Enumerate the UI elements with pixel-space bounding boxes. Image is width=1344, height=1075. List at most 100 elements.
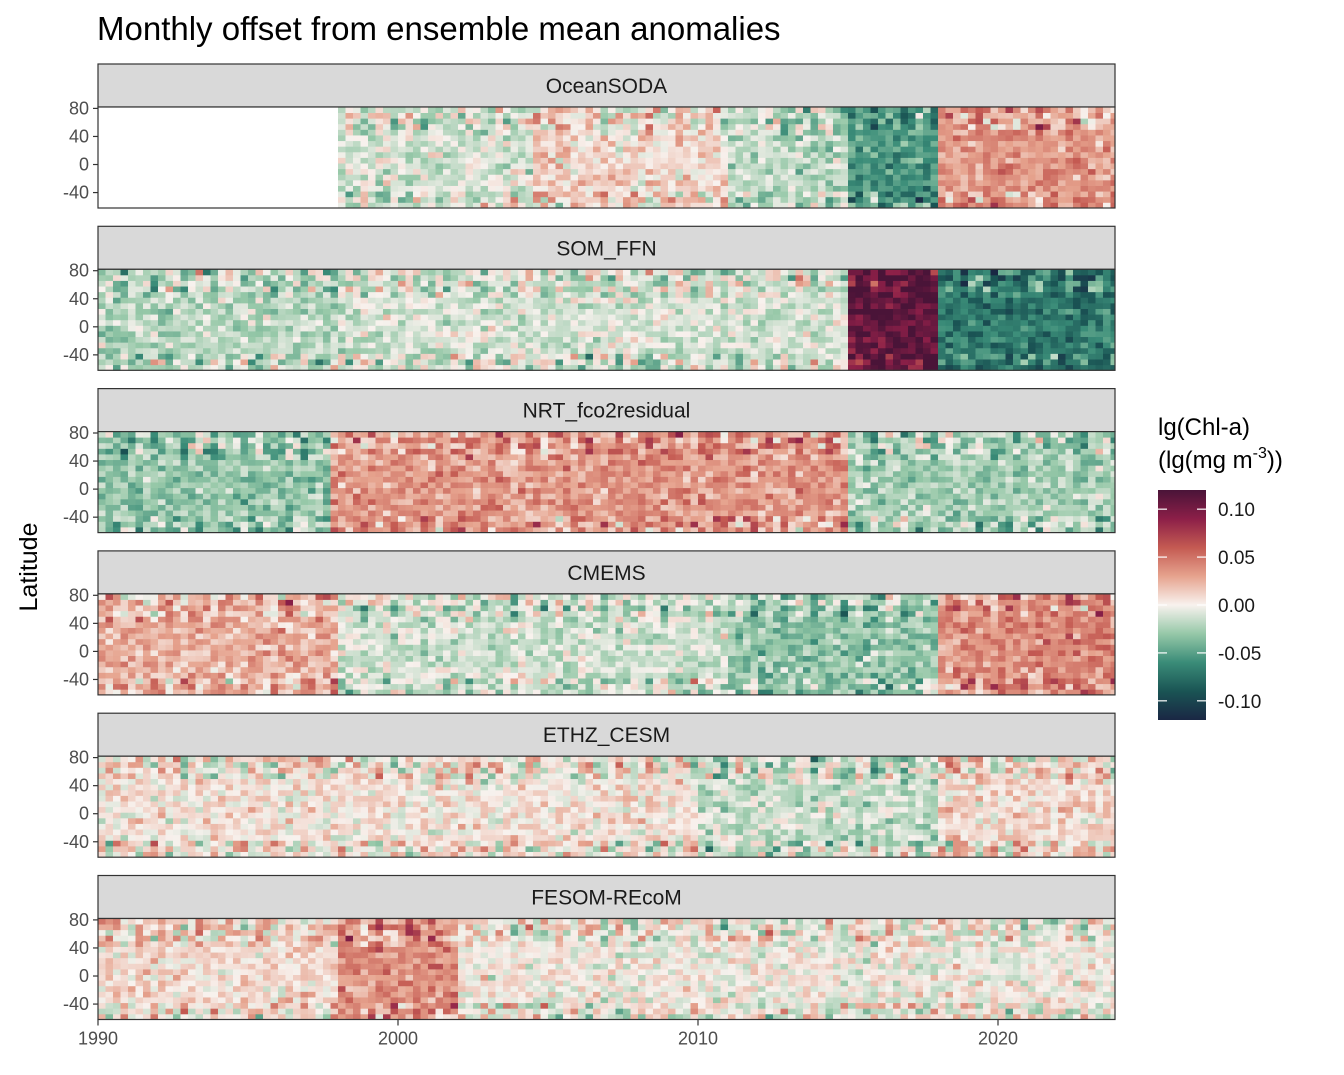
heatmap-cell: [465, 202, 474, 209]
heatmap-cell: [983, 342, 991, 349]
heatmap-cell: [713, 291, 721, 298]
heatmap-cell: [248, 510, 256, 517]
heatmap-cell: [653, 353, 661, 360]
heatmap-cell: [98, 342, 106, 349]
heatmap-cell: [435, 297, 444, 304]
heatmap-cell: [878, 269, 886, 276]
heatmap-cell: [428, 331, 436, 338]
heatmap-cell: [323, 336, 331, 343]
heatmap-cell: [480, 202, 489, 209]
heatmap-cell: [255, 493, 264, 500]
heatmap-cell: [945, 185, 954, 192]
heatmap-cell: [983, 202, 991, 209]
heatmap-cell: [608, 280, 616, 287]
heatmap-cell: [195, 319, 204, 326]
heatmap-cell: [405, 314, 414, 321]
heatmap-cell: [1050, 135, 1059, 142]
heatmap-cell: [653, 140, 661, 147]
heatmap-cell: [173, 286, 181, 293]
heatmap-cell: [840, 274, 849, 281]
heatmap-cell: [683, 336, 691, 343]
heatmap-cell: [315, 319, 324, 326]
heatmap-cell: [270, 319, 279, 326]
heatmap-cell: [195, 510, 204, 517]
heatmap-cell: [120, 325, 129, 332]
heatmap-cell: [150, 342, 159, 349]
heatmap-cell: [1013, 146, 1021, 153]
heatmap-cell: [630, 336, 639, 343]
heatmap-cell: [458, 191, 466, 198]
heatmap-cell: [255, 286, 264, 293]
heatmap-cell: [278, 521, 286, 528]
heatmap-cell: [248, 319, 256, 326]
heatmap-cell: [915, 269, 924, 276]
heatmap-cell: [870, 191, 879, 198]
heatmap-cell: [525, 314, 534, 321]
heatmap-cell: [330, 314, 339, 321]
heatmap-cell: [495, 140, 504, 147]
heatmap-cell: [630, 157, 639, 164]
heatmap-cell: [825, 123, 834, 130]
heatmap-cell: [188, 442, 196, 449]
heatmap-cell: [398, 191, 406, 198]
heatmap-cell: [848, 291, 856, 298]
heatmap-cell: [1058, 274, 1066, 281]
heatmap-cell: [638, 364, 646, 371]
heatmap-cell: [900, 163, 909, 170]
heatmap-cell: [1110, 308, 1116, 315]
heatmap-cell: [338, 526, 346, 533]
heatmap-cell: [878, 331, 886, 338]
heatmap-cell: [885, 174, 894, 181]
heatmap-cell: [945, 112, 954, 119]
heatmap-cell: [983, 286, 991, 293]
heatmap-cell: [795, 174, 804, 181]
heatmap-cell: [600, 325, 609, 332]
heatmap-cell: [203, 504, 211, 511]
heatmap-cell: [555, 353, 564, 360]
heatmap-cell: [623, 319, 631, 326]
heatmap-cell: [458, 168, 466, 175]
heatmap-cell: [773, 325, 781, 332]
heatmap-cell: [338, 140, 346, 147]
heatmap-cell: [218, 336, 226, 343]
heatmap-cell: [143, 297, 151, 304]
heatmap-cell: [645, 342, 654, 349]
heatmap-cell: [570, 185, 579, 192]
heatmap-cell: [998, 269, 1006, 276]
heatmap-cell: [758, 297, 766, 304]
heatmap-cell: [1013, 342, 1021, 349]
heatmap-cell: [420, 191, 429, 198]
heatmap-cell: [848, 269, 856, 276]
heatmap-cell: [1088, 274, 1096, 281]
heatmap-cell: [480, 140, 489, 147]
heatmap-cell: [315, 274, 324, 281]
heatmap-cell: [720, 202, 729, 209]
heatmap-cell: [345, 442, 354, 449]
heatmap-cell: [1035, 269, 1044, 276]
heatmap-cell: [968, 364, 976, 371]
heatmap-cell: [135, 515, 144, 522]
heatmap-cell: [653, 364, 661, 371]
heatmap-cell: [173, 521, 181, 528]
heatmap-cell: [915, 302, 924, 309]
heatmap-cell: [203, 476, 211, 483]
heatmap-cell: [810, 286, 819, 293]
heatmap-cell: [960, 274, 969, 281]
heatmap-cell: [675, 302, 684, 309]
heatmap-cell: [593, 269, 601, 276]
heatmap-cell: [668, 331, 676, 338]
heatmap-cell: [203, 454, 211, 461]
heatmap-cell: [893, 129, 901, 136]
heatmap-cell: [308, 325, 316, 332]
heatmap-cell: [758, 359, 766, 366]
heatmap-cell: [533, 325, 541, 332]
heatmap-cell: [165, 521, 174, 528]
heatmap-cell: [293, 280, 301, 287]
heatmap-cell: [375, 331, 384, 338]
heatmap-cell: [795, 286, 804, 293]
heatmap-cell: [720, 308, 729, 315]
heatmap-cell: [503, 342, 511, 349]
heatmap-cell: [98, 302, 106, 309]
heatmap-cell: [690, 291, 699, 298]
heatmap-cell: [975, 140, 984, 147]
